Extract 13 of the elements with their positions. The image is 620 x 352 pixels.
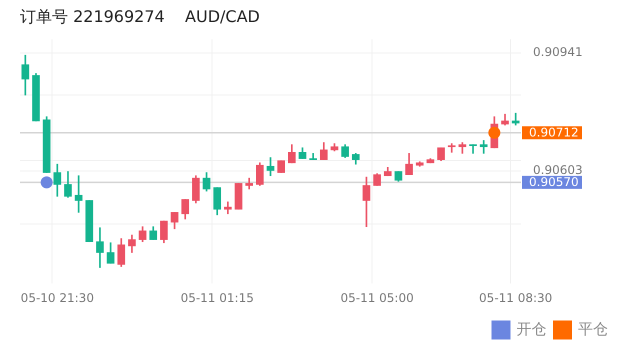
x-tick-label: 05-11 08:30 — [479, 290, 552, 305]
ref-line-label: 0.90570 — [529, 174, 579, 189]
candlestick — [266, 157, 274, 176]
chart-title: 订单号 221969274 AUD/CAD — [20, 6, 260, 26]
candlestick — [469, 144, 477, 154]
x-tick-label: 05-11 01:15 — [180, 290, 254, 305]
x-tick-label: 05-11 05:00 — [340, 290, 414, 305]
legend-label: 开仓 — [516, 320, 546, 338]
ref-line-label: 0.90712 — [529, 125, 579, 140]
legend-label: 平仓 — [578, 320, 608, 338]
x-tick-label: 05-10 21:30 — [20, 290, 94, 305]
y-tick-label: 0.90941 — [533, 44, 583, 59]
y-tick-label: 0.90603 — [533, 162, 583, 177]
